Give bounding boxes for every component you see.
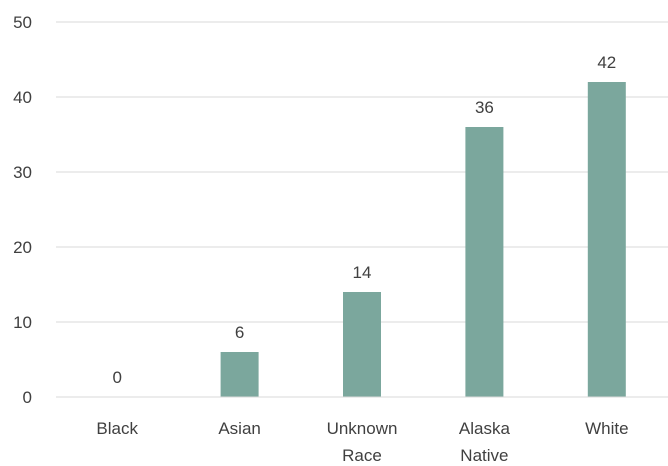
x-tick-label-line: Race xyxy=(342,446,382,465)
data-label: 14 xyxy=(353,263,372,282)
bar xyxy=(465,127,504,397)
y-tick-label: 40 xyxy=(13,88,32,107)
bars xyxy=(220,82,626,397)
x-tick-label-line: Black xyxy=(96,419,138,438)
bar xyxy=(220,352,259,397)
y-axis-tick-labels: 0 10 20 30 40 50 xyxy=(13,13,32,407)
data-label: 42 xyxy=(597,53,616,72)
x-tick-label-line: White xyxy=(585,419,628,438)
data-labels: 0 6 14 36 42 xyxy=(112,53,616,387)
x-tick-label: Black xyxy=(96,419,138,438)
x-axis-tick-labels: Black Asian Unknown Race Alaska Native White xyxy=(96,419,628,465)
y-tick-label: 0 xyxy=(23,388,32,407)
x-tick-label-line: Asian xyxy=(218,419,261,438)
x-tick-label-line: Unknown xyxy=(327,419,398,438)
bar xyxy=(343,292,381,397)
bar xyxy=(587,82,626,397)
y-tick-label: 10 xyxy=(13,313,32,332)
y-tick-label: 50 xyxy=(13,13,32,32)
y-tick-label: 30 xyxy=(13,163,32,182)
x-tick-label: White xyxy=(585,419,628,438)
x-tick-label-line: Alaska xyxy=(459,419,511,438)
gridlines xyxy=(56,21,668,323)
data-label: 6 xyxy=(235,323,244,342)
x-tick-label: Alaska Native xyxy=(459,419,511,465)
y-tick-label: 20 xyxy=(13,238,32,257)
x-tick-label-line: Native xyxy=(460,446,508,465)
data-label: 0 xyxy=(112,368,121,387)
data-label: 36 xyxy=(475,98,494,117)
x-tick-label: Asian xyxy=(218,419,261,438)
x-tick-label: Unknown Race xyxy=(327,419,398,465)
